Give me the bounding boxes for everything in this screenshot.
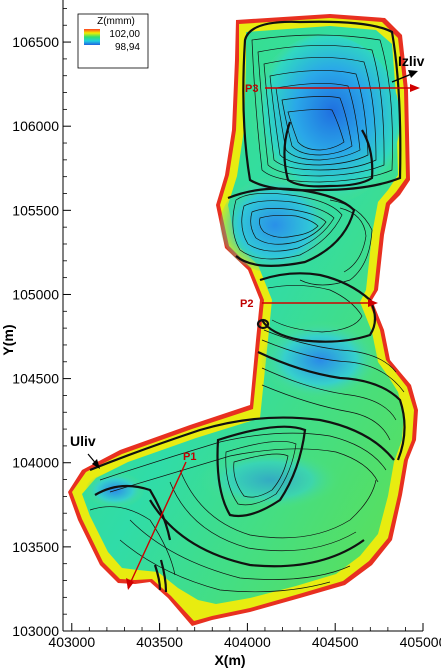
profile-p2: P2 xyxy=(240,298,378,310)
y-tick-label: 105000 xyxy=(12,286,59,302)
x-ticks: 403000 403500 404000 404500 405000 xyxy=(48,623,441,650)
y-tick-label: 103000 xyxy=(12,623,59,639)
x-tick-label: 403000 xyxy=(48,634,95,650)
y-tick-label: 106500 xyxy=(12,34,59,50)
outlet-label: Izliv xyxy=(398,53,425,69)
y-tick-label: 103500 xyxy=(12,539,59,555)
deep-basin-middle xyxy=(220,177,330,273)
y-tick-label: 105500 xyxy=(12,202,59,218)
legend-color-swatch xyxy=(84,29,100,45)
x-tick-label: 404000 xyxy=(224,634,271,650)
deep-basin-inlet xyxy=(85,472,145,508)
deep-basin-lower xyxy=(200,450,340,510)
profile-p1-label: P1 xyxy=(183,451,196,463)
legend-title: Z(mmm) xyxy=(97,16,135,27)
x-tick-label: 405000 xyxy=(400,634,441,650)
profile-p2-label: P2 xyxy=(240,298,253,310)
inlet-label: Uliv xyxy=(70,433,96,449)
x-tick-label: 403500 xyxy=(136,634,183,650)
inlet-annotation: Uliv xyxy=(70,433,100,469)
x-tick-label: 404500 xyxy=(312,634,359,650)
legend: Z(mmm) 102,00 98,94 xyxy=(77,13,149,69)
y-tick-label: 104500 xyxy=(12,371,59,387)
annotations: Uliv Izliv xyxy=(70,53,425,469)
streamlines xyxy=(89,20,406,593)
legend-max-label: 102,00 xyxy=(109,29,140,40)
y-tick-label: 104000 xyxy=(12,455,59,471)
y-ticks: 103000 103500 104000 104500 105000 105500 1060… xyxy=(12,8,71,639)
y-tick-label: 106000 xyxy=(12,118,59,134)
y-axis-title: Y(m) xyxy=(0,324,16,355)
profile-p1: P1 xyxy=(126,451,196,590)
outlet-annotation: Izliv xyxy=(391,53,425,83)
x-axis-title: X(m) xyxy=(214,652,245,668)
legend-min-label: 98,94 xyxy=(115,42,140,53)
profile-p3-label: P3 xyxy=(245,83,258,95)
profile-p3: P3 xyxy=(245,83,420,95)
deep-basin-upper xyxy=(250,35,400,205)
profile-lines: P1 P2 P3 xyxy=(126,83,420,590)
